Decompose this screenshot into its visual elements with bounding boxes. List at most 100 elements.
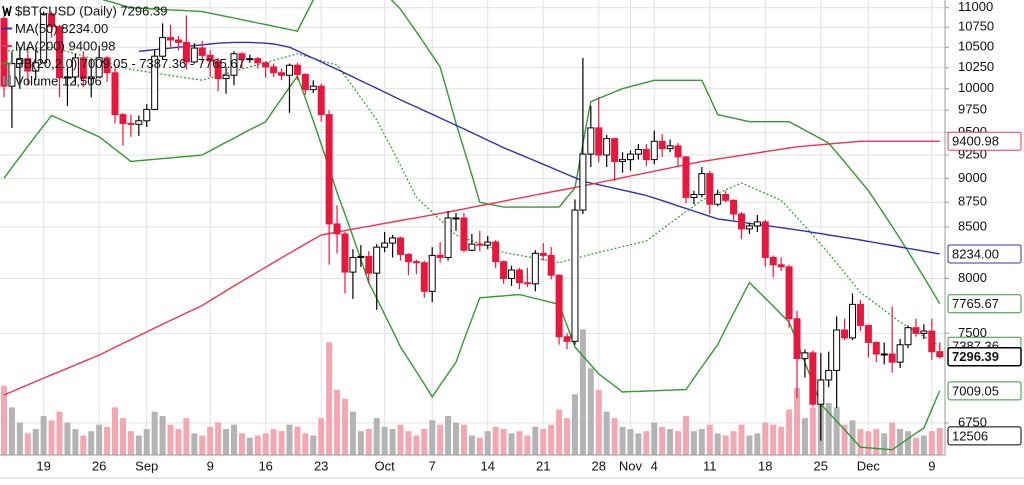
candle-body [745, 225, 753, 230]
x-tick-label: 25 [814, 458, 828, 473]
candle-body [56, 25, 64, 79]
volume-bar [405, 431, 412, 455]
y-tick-label: 10250 [958, 59, 994, 74]
volume-bar [476, 437, 483, 455]
volume-bar [104, 426, 111, 455]
price-tag [947, 381, 1022, 401]
volume-bar [675, 431, 682, 455]
candle-body [936, 351, 944, 358]
candle-body [682, 156, 690, 198]
candle-body [888, 353, 896, 363]
volume-bar [786, 409, 793, 455]
volume-bar [445, 416, 452, 455]
x-tick-label: 16 [258, 458, 272, 473]
y-tick-label: 10750 [958, 19, 994, 34]
volume-bar [698, 429, 705, 455]
legend-label: $BTCUSD (Daily) 7296.39 [15, 3, 167, 18]
volume-bar [460, 424, 467, 455]
candle-body [714, 194, 722, 205]
volume-bar [88, 431, 95, 455]
candle-body [539, 252, 547, 256]
x-tick-label: Dec [857, 458, 881, 473]
volume-bar [72, 429, 79, 455]
volume-bar [571, 394, 578, 455]
volume-bar [690, 431, 697, 455]
volume-bar [897, 429, 904, 455]
candle-body [508, 269, 516, 279]
y-tick-label: 10000 [958, 80, 994, 95]
legend-swatch [9, 75, 11, 85]
candle-body [730, 199, 738, 215]
legend-label: MA(200) 9400.98 [15, 38, 115, 53]
x-tick-label: 4 [651, 458, 658, 473]
candle-body [428, 254, 436, 292]
volume-bar [682, 416, 689, 455]
volume-bar [714, 433, 721, 455]
legend-label: MA(50) 8234.00 [15, 21, 108, 36]
candle-body [841, 329, 849, 339]
x-tick-label: Sep [135, 458, 158, 473]
candle-body [341, 233, 349, 273]
volume-bar [119, 418, 126, 455]
volume-bar [135, 435, 142, 455]
y-tick-label: 8750 [958, 194, 987, 209]
legend-swatch [3, 76, 5, 85]
volume-bar [310, 435, 317, 455]
candle-body [270, 66, 278, 74]
candle-body [777, 264, 785, 268]
volume-bar [635, 433, 642, 455]
volume-bar [889, 422, 896, 455]
price-tag [947, 244, 1022, 264]
x-tick-label: 23 [314, 458, 328, 473]
volume-bar [865, 431, 872, 455]
volume-bar [809, 407, 816, 455]
volume-bar [40, 416, 47, 455]
volume-bar [127, 431, 134, 455]
candle-body [365, 255, 373, 274]
y-tick-label: 9000 [958, 170, 987, 185]
price-tag [947, 131, 1022, 151]
volume-bar [349, 411, 356, 455]
volume-bar [587, 368, 594, 455]
candle-body [674, 145, 682, 158]
candle-body [468, 243, 476, 251]
candle-body [404, 253, 412, 263]
candle-body [0, 18, 8, 87]
volume-bar [579, 329, 586, 455]
x-tick-label: 9 [928, 458, 935, 473]
volume-bar [151, 411, 158, 455]
candle-body [484, 241, 492, 246]
volume-bar [619, 426, 626, 455]
candle-body [111, 72, 119, 116]
volume-bar [278, 431, 285, 455]
candle-body [222, 74, 230, 80]
candle-body [476, 243, 484, 246]
volume-bar [643, 431, 650, 455]
candle-body [349, 256, 357, 273]
candle-body [571, 209, 579, 342]
candle-body [444, 217, 452, 258]
legend-label: BB(20,2.0) 7009.05 - 7387.36 - 7765.67 [15, 56, 245, 71]
volume-bar [64, 422, 71, 455]
volume-bar [302, 433, 309, 455]
candle-body [333, 223, 341, 235]
volume-bar [357, 431, 364, 455]
candle-body [856, 303, 864, 326]
price-tag-label: 12506 [952, 428, 988, 443]
candle-body [436, 254, 444, 258]
volume-bar [183, 418, 190, 455]
candle-body [809, 352, 817, 405]
candle-body [626, 153, 634, 161]
candle-body [595, 127, 603, 156]
volume-bar [730, 431, 737, 455]
legend-swatch [6, 79, 8, 85]
volume-bar [429, 420, 436, 455]
candle-body [48, 13, 56, 27]
candle-body [293, 64, 301, 75]
y-tick-label: 8000 [958, 270, 987, 285]
volume-bar [912, 437, 919, 455]
x-tick-label: 9 [207, 458, 214, 473]
moving-average-line [3, 140, 940, 396]
x-tick-label: 7 [429, 458, 436, 473]
